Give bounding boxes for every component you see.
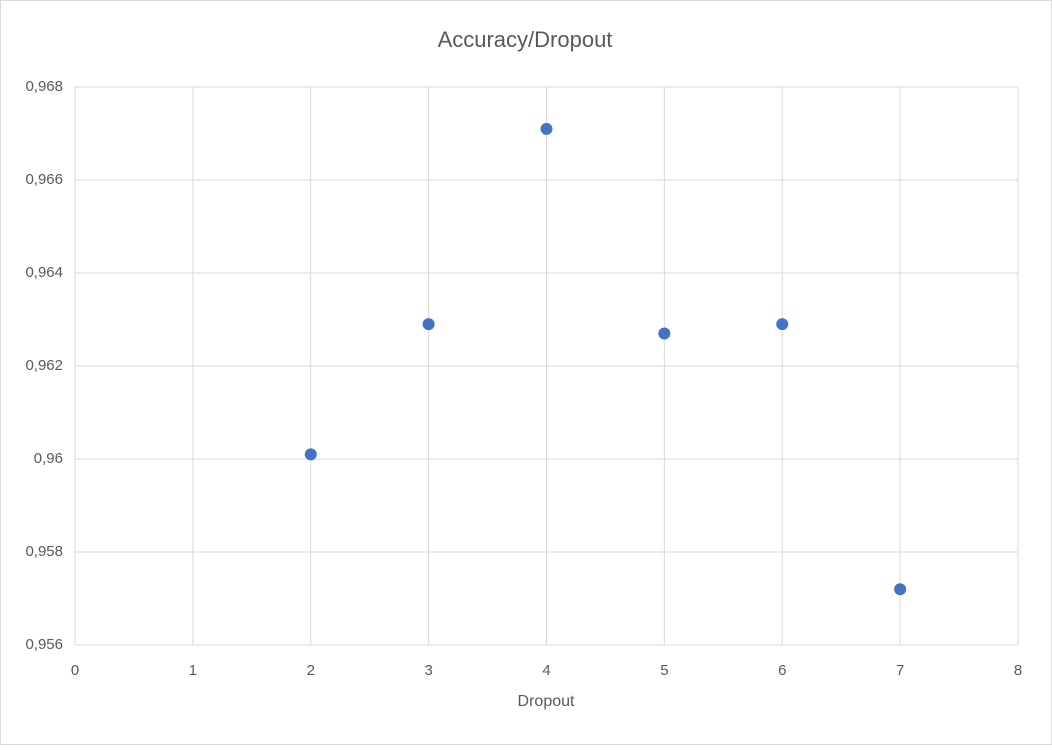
- x-tick-label: 7: [896, 662, 904, 679]
- y-tick-label: 0,956: [25, 636, 63, 653]
- x-tick-label: 2: [307, 662, 315, 679]
- data-point: [540, 122, 553, 135]
- y-tick-label: 0,964: [25, 264, 63, 281]
- x-tick-label: 6: [778, 662, 786, 679]
- x-tick-label: 0: [71, 662, 79, 679]
- data-point: [304, 448, 317, 461]
- x-tick-label: 4: [542, 662, 550, 679]
- x-tick-label: 5: [660, 662, 668, 679]
- y-tick-label: 0,96: [34, 450, 63, 467]
- x-tick-label: 3: [424, 662, 432, 679]
- y-tick-label: 0,962: [25, 357, 63, 374]
- chart-title: Accuracy/Dropout: [438, 27, 613, 52]
- x-tick-label: 1: [189, 662, 197, 679]
- y-tick-label: 0,958: [25, 543, 63, 560]
- x-tick-label: 8: [1014, 662, 1022, 679]
- y-tick-label: 0,968: [25, 78, 63, 95]
- data-point: [658, 327, 671, 340]
- x-axis-label: Dropout: [518, 693, 575, 710]
- data-point: [894, 583, 907, 596]
- y-tick-label: 0,966: [25, 171, 63, 188]
- data-point: [776, 318, 789, 331]
- data-point: [422, 318, 435, 331]
